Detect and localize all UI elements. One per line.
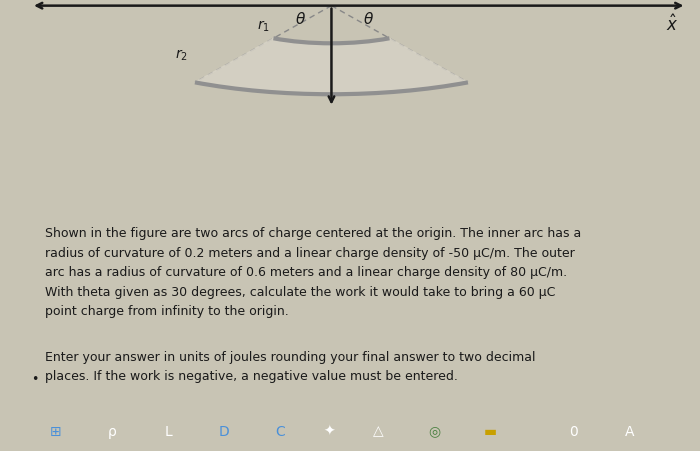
Text: C: C	[275, 424, 285, 437]
Text: $\hat{x}$: $\hat{x}$	[666, 14, 679, 35]
Text: ✦: ✦	[323, 424, 335, 437]
Text: ρ: ρ	[108, 424, 116, 437]
Text: ▬: ▬	[484, 424, 496, 437]
Text: ⊞: ⊞	[50, 424, 62, 437]
Text: L: L	[164, 424, 172, 437]
Text: D: D	[218, 424, 230, 437]
Text: A: A	[625, 424, 635, 437]
Text: $r_1$: $r_1$	[257, 19, 270, 34]
Text: •: •	[31, 373, 38, 386]
Text: Shown in the figure are two arcs of charge centered at the origin. The inner arc: Shown in the figure are two arcs of char…	[45, 227, 581, 318]
Text: $\theta$: $\theta$	[295, 11, 307, 27]
Polygon shape	[195, 39, 468, 95]
Text: $r_2$: $r_2$	[175, 47, 188, 63]
Text: △: △	[372, 424, 384, 437]
Text: 0: 0	[570, 424, 578, 437]
Text: Enter your answer in units of joules rounding your final answer to two decimal
p: Enter your answer in units of joules rou…	[45, 350, 536, 382]
Text: $\theta$: $\theta$	[363, 11, 374, 27]
Text: ◎: ◎	[428, 424, 440, 437]
